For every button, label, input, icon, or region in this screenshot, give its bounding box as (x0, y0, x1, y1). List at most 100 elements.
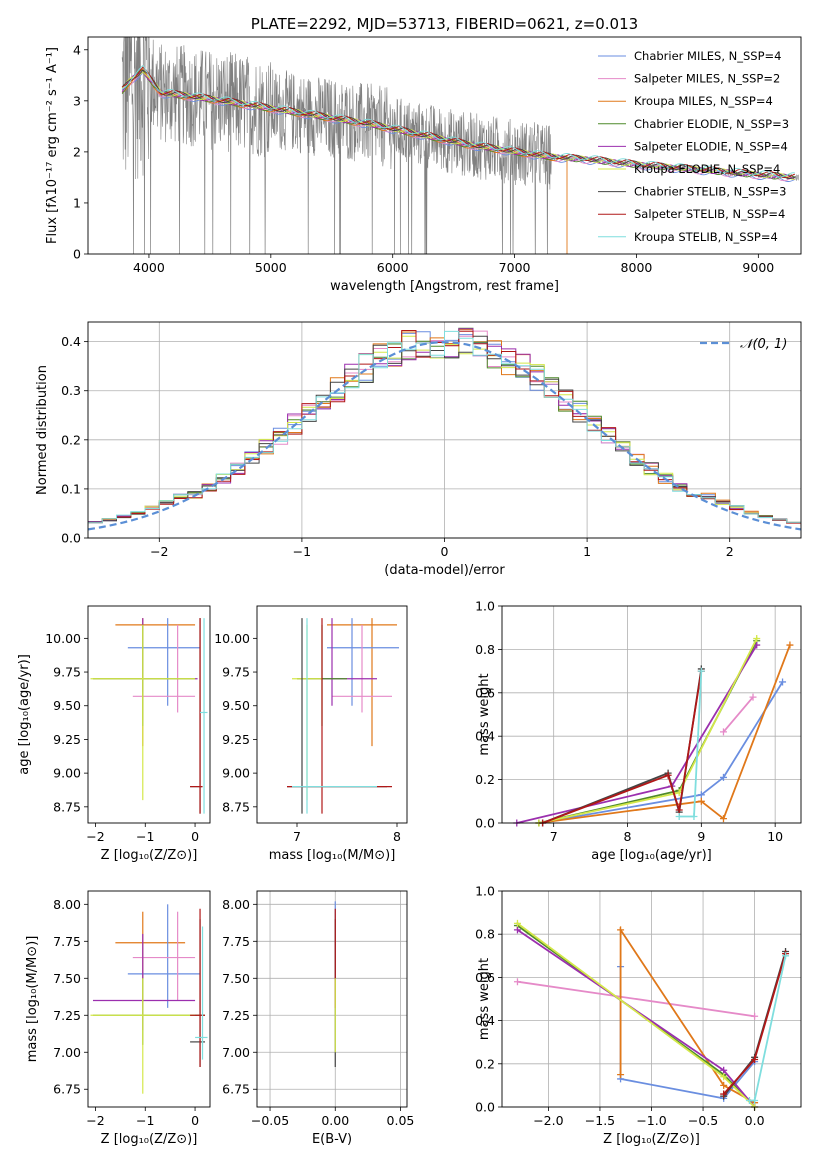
weight_vs_Z-ytick-label-1: 0.2 (475, 1056, 495, 1071)
weight_vs_age-ytick-label-5: 1.0 (475, 599, 495, 614)
mass_vs_Z-ytick-label-3: 7.50 (53, 971, 81, 986)
weight_vs_age-marker-8-1 (690, 812, 698, 820)
weight_vs_age-ytick-label-4: 0.8 (475, 642, 495, 657)
residuals-normal-curve (88, 341, 801, 531)
mass_vs_Z-xtick-label-2: 0 (191, 1113, 199, 1128)
weight_vs_age-series-line-2 (538, 644, 791, 824)
spectrum-legend-label-1: Salpeter MILES, N_SSP=2 (634, 72, 780, 86)
weight_vs_Z-xtick-label-3: −0.5 (688, 1113, 718, 1128)
spectrum-xtick-label-2: 6000 (377, 260, 409, 275)
age_vs_mass-ytick-label-0: 8.75 (222, 799, 250, 814)
weight_vs_age-marker-1-1 (749, 693, 757, 701)
residuals-xtick-label-3: 1 (583, 544, 591, 559)
residuals-ytick-label-4: 0.4 (61, 334, 81, 349)
age_vs_Z-ytick-label-4: 9.75 (53, 665, 81, 680)
mass_vs_Z-ytick-label-4: 7.75 (53, 934, 81, 949)
weight_vs_Z-marker-4-0 (513, 926, 521, 934)
weight_vs_Z-ytick-label-4: 0.8 (475, 927, 495, 942)
spectrum-ytick-label-1: 1 (73, 195, 81, 210)
weight_vs_age-xtick-label-1: 8 (624, 829, 632, 844)
residuals-xtick-label-4: 2 (726, 544, 734, 559)
spectrum-axes-frame (87, 36, 802, 255)
spectrum-xtick-label-4: 8000 (621, 260, 653, 275)
age_vs_mass-xtick-label-1: 8 (393, 829, 401, 844)
weight_vs_Z-marker-2-0 (617, 1071, 625, 1079)
age_vs_Z-ytick-label-5: 10.00 (45, 631, 81, 646)
weight_vs_Z-ytick-label-0: 0.0 (475, 1100, 495, 1115)
weight_vs_age-marker-0-2 (719, 773, 727, 781)
weight_vs_Z-marker-2-1 (617, 926, 625, 934)
spectrum-legend-label-3: Chabrier ELODIE, N_SSP=3 (634, 117, 789, 131)
weight_vs_Z-xtick-label-4: 0.0 (745, 1113, 765, 1128)
weight_vs_Z-marker-5-1 (720, 1073, 728, 1081)
spectrum-legend-label-5: Kroupa ELODIE, N_SSP=4 (634, 162, 780, 176)
spectrum-model-line-5 (121, 71, 795, 180)
weight_vs_Z-xtick-label-2: −1.0 (636, 1113, 666, 1128)
weight_vs_age-series-line-7 (542, 670, 703, 824)
mass_vs_ebv-ytick-label-5: 8.00 (222, 897, 250, 912)
weight_vs_age-marker-1-0 (719, 728, 727, 736)
weight_vs_Z-marker-1-1 (751, 1012, 759, 1020)
spectrum-xtick-label-3: 7000 (499, 260, 531, 275)
residuals-xtick-label-1: −1 (293, 544, 311, 559)
age_vs_Z-ytick-label-1: 9.00 (53, 766, 81, 781)
mass_vs_ebv-xlabel: E(B-V) (312, 1132, 352, 1147)
spectrum-legend-label-0: Chabrier MILES, N_SSP=4 (634, 49, 781, 63)
age_vs_Z-ylabel: age [log₁₀(age/yr)] (17, 654, 32, 775)
weight_vs_age-marker-0-1 (697, 791, 705, 799)
residuals-ytick-label-3: 0.3 (61, 383, 81, 398)
weight_vs_age-marker-7-1 (664, 771, 672, 779)
text-layer: 4000 5000 6000 7000 8000 900001234wavelength … (17, 15, 789, 1147)
weight_vs_Z-marker-4-1 (720, 1066, 728, 1074)
weight_vs_age-ytick-label-3: 0.6 (475, 685, 495, 700)
weight_vs_age-marker-0-3 (779, 678, 787, 686)
weight_vs_age-marker-5-2 (753, 635, 761, 643)
weight_vs_Z-ytick-label-3: 0.6 (475, 970, 495, 985)
mass_vs_ebv-ytick-label-0: 6.75 (222, 1082, 250, 1097)
age_vs_mass-ytick-label-4: 9.75 (222, 665, 250, 680)
age_vs_Z-ytick-label-3: 9.50 (53, 698, 81, 713)
residuals-ytick-label-1: 0.1 (61, 481, 81, 496)
weight_vs_age-ytick-label-1: 0.2 (475, 772, 495, 787)
frame-layer (84, 36, 802, 1111)
weight_vs_Z-marker-8-2 (782, 952, 790, 960)
residuals-ylabel: Normed distribution (35, 365, 50, 495)
spectrum-xlabel: wavelength [Angstrom, rest frame] (330, 279, 559, 294)
weight_vs_Z-xlabel: Z [log₁₀(Z/Z⊙)] (603, 1132, 700, 1147)
age_vs_Z-xtick-label-0: −2 (86, 829, 104, 844)
weight_vs_Z-xtick-label-0: −2.0 (533, 1113, 563, 1128)
mass_vs_Z-ytick-label-5: 8.00 (53, 897, 81, 912)
spectrum-xtick-label-0: 4000 (133, 260, 165, 275)
weight_vs_Z-xtick-label-1: −1.5 (585, 1113, 615, 1128)
spectrum-ytick-label-2: 2 (73, 144, 81, 159)
weight_vs_age-ytick-label-2: 0.4 (475, 729, 495, 744)
age_vs_mass-ytick-label-3: 9.50 (222, 698, 250, 713)
weight_vs_Z-ytick-label-5: 1.0 (475, 884, 495, 899)
age_vs_Z-xtick-label-1: −1 (136, 829, 154, 844)
residuals-xtick-label-0: −2 (150, 544, 168, 559)
weight_vs_age-xlabel: age [log₁₀(age/yr)] (591, 848, 712, 863)
weight_vs_Z-marker-2-2 (720, 1081, 728, 1089)
spectrum-legend-label-6: Chabrier STELIB, N_SSP=3 (634, 185, 786, 199)
weight_vs_Z-marker-1-0 (513, 978, 521, 986)
weight_vs_age-ylabel: mass weight (477, 673, 492, 755)
spectrum-ytick-label-0: 0 (73, 247, 81, 262)
age_vs_mass-xtick-label-0: 7 (293, 829, 301, 844)
spectrum-legend-label-2: Kroupa MILES, N_SSP=4 (634, 94, 773, 108)
weight_vs_Z-series-line-1 (517, 980, 755, 1018)
residuals-xtick-label-2: 0 (441, 544, 449, 559)
spectrum-legend-label-7: Salpeter STELIB, N_SSP=4 (634, 207, 785, 221)
spectrum-title: PLATE=2292, MJD=53713, FIBERID=0621, z=0… (251, 15, 638, 33)
mass_vs_Z-axes-frame (87, 890, 211, 1108)
spectrum-model-line-4 (121, 71, 796, 180)
mass_vs_ebv-ytick-label-3: 7.50 (222, 971, 250, 986)
mass_vs_ebv-xtick-label-0: −0.05 (251, 1113, 289, 1128)
weight_vs_age-marker-2-1 (697, 797, 705, 805)
spectrum-legend-label-4: Salpeter ELODIE, N_SSP=4 (634, 139, 788, 153)
age_vs_mass-ytick-label-1: 9.00 (222, 766, 250, 781)
age_vs_Z-xlabel: Z [log₁₀(Z/Z⊙)] (101, 848, 198, 863)
mass_vs_ebv-axes-frame (256, 890, 408, 1108)
spectrum-ylabel: Flux [fλ10⁻¹⁷ erg cm⁻² s⁻¹ A⁻¹] (45, 47, 60, 244)
